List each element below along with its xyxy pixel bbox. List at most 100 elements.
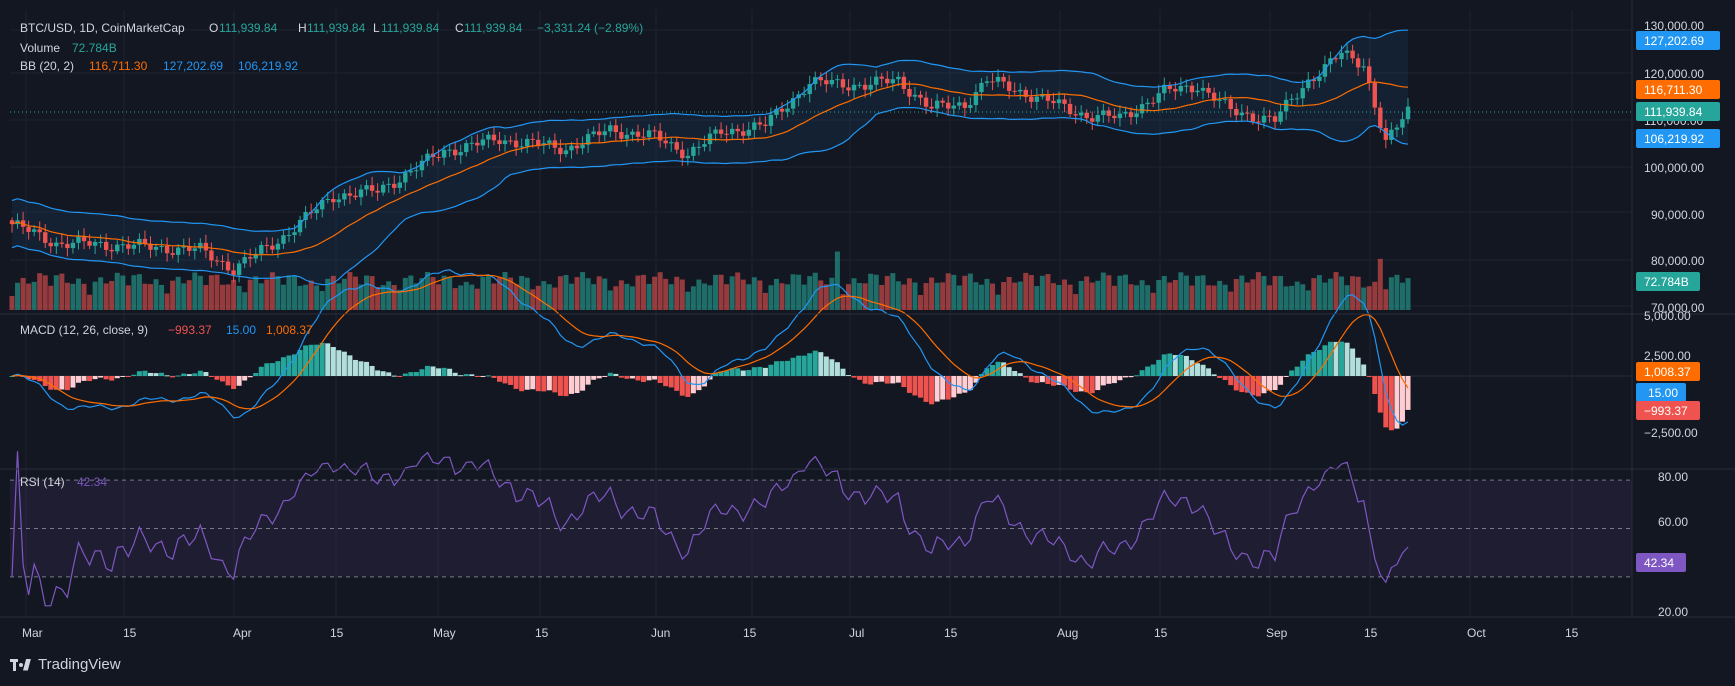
volume-bar	[480, 277, 486, 310]
macd-histogram-bar	[591, 376, 597, 380]
volume-bar	[37, 273, 43, 310]
price-axis[interactable]: 130,000.00 120,000.00 110,000.00 100,000…	[1636, 19, 1720, 315]
macd-histogram-bar	[159, 372, 165, 376]
candle-body	[303, 212, 308, 220]
macd-histogram-bar	[1388, 376, 1394, 431]
macd-histogram-bar	[485, 375, 491, 377]
macd-histogram-bar	[1122, 376, 1128, 378]
volume-bar	[153, 279, 159, 310]
candle-body	[613, 125, 619, 133]
bb-lower-value: 106,219.92	[238, 59, 298, 73]
candle-body	[929, 106, 934, 109]
macd-histogram-bar	[192, 373, 198, 376]
macd-histogram-bar	[1189, 360, 1195, 376]
volume-bar	[1128, 284, 1134, 310]
macd-histogram-bar	[801, 355, 807, 376]
candle-body	[1211, 92, 1217, 101]
candle-body	[530, 138, 535, 140]
macd-histogram-bar	[618, 376, 624, 378]
candle-body	[292, 232, 297, 236]
volume-bar	[1355, 276, 1361, 310]
macd-histogram-bar	[635, 376, 641, 381]
volume-bar	[1017, 281, 1023, 310]
macd-histogram-bar	[1001, 362, 1007, 376]
macd-histogram-bar	[447, 368, 453, 376]
candle-body	[286, 235, 292, 237]
macd-histogram-bar	[1206, 368, 1212, 376]
candle-body	[1139, 104, 1145, 114]
volume-bar	[1361, 287, 1367, 310]
macd-histogram-bar	[269, 363, 275, 376]
time-label: Apr	[233, 626, 252, 640]
macd-legend[interactable]: MACD (12, 26, close, 9) −993.37 15.00 1,…	[20, 323, 313, 337]
candle-body	[1112, 115, 1117, 119]
candle-body	[580, 144, 585, 149]
volume-bar	[1377, 258, 1383, 310]
macd-histogram-bar	[48, 376, 54, 390]
macd-histogram-bar	[1311, 351, 1317, 376]
macd-tick: 5,000.00	[1644, 309, 1691, 323]
macd-histogram-bar	[829, 359, 835, 376]
candle-body	[597, 131, 602, 136]
volume-bar	[1244, 282, 1250, 310]
volume-bar	[1134, 285, 1140, 310]
macd-histogram-bar	[452, 372, 458, 376]
time-axis[interactable]: Mar 15 Apr 15 May 15 Jun 15 Jul 15 Aug 1…	[22, 626, 1579, 640]
volume-bar	[1012, 282, 1018, 310]
macd-histogram-bar	[1361, 364, 1367, 376]
macd-histogram-bar	[1255, 376, 1261, 397]
macd-histogram-bar	[103, 376, 109, 380]
volume-bar	[668, 284, 674, 310]
candle-body	[641, 136, 646, 138]
volume-bar	[1250, 279, 1256, 310]
volume-bar	[308, 280, 314, 310]
volume-bar	[923, 283, 929, 310]
candle-body	[408, 170, 414, 173]
volume-bar	[1383, 289, 1389, 310]
tradingview-logo[interactable]: TradingView	[10, 656, 121, 673]
rsi-legend[interactable]: RSI (14) 42.34	[20, 475, 107, 489]
volume-bar	[1084, 276, 1090, 310]
price-legend[interactable]: BTC/USD, 1D, CoinMarketCap O 111,939.84 …	[20, 21, 643, 73]
time-label: Aug	[1057, 626, 1078, 640]
candle-body	[386, 183, 391, 185]
macd-histogram-bar	[264, 363, 270, 376]
volume-bar	[701, 283, 707, 310]
volume-bar	[491, 283, 497, 310]
macd-histogram-bar	[64, 376, 70, 391]
candle-body	[669, 142, 674, 144]
macd-histogram-bar	[1250, 376, 1256, 396]
candle-body	[452, 149, 458, 156]
candle-body	[1206, 87, 1211, 93]
volume-bar	[641, 274, 647, 310]
macd-histogram-bar	[646, 376, 652, 381]
macd-histogram-bar	[513, 376, 519, 389]
bb-lower-tag	[1636, 129, 1720, 148]
macd-histogram-bar	[1394, 376, 1400, 429]
candle-body	[624, 134, 630, 139]
volume-bar	[330, 275, 336, 310]
volume-bar	[762, 292, 768, 310]
volume-bar	[109, 280, 115, 310]
macd-histogram-bar	[652, 376, 658, 380]
macd-histogram-bar	[175, 375, 181, 377]
volume-bar	[746, 284, 752, 310]
candle-body	[1289, 98, 1294, 100]
candle-body	[1372, 82, 1377, 108]
candle-body	[1123, 112, 1128, 114]
rsi-axis[interactable]: 80.00 60.00 20.00 42.34	[1636, 470, 1688, 619]
bb-lower-line	[11, 106, 1409, 286]
candle-body	[403, 172, 408, 183]
macd-histogram-bar	[607, 372, 613, 376]
volume-bar	[602, 278, 608, 310]
volume-bar	[447, 276, 453, 310]
volume-bar	[901, 284, 907, 310]
macd-histogram-bar	[136, 371, 142, 376]
volume-bar	[430, 277, 436, 310]
macd-axis[interactable]: 5,000.00 2,500.00 −2,500.00 1,008.37 15.…	[1636, 309, 1700, 440]
volume-bar	[557, 276, 563, 310]
candle-body	[1200, 87, 1206, 91]
volume-bar	[1261, 276, 1267, 310]
candle-body	[336, 199, 342, 203]
